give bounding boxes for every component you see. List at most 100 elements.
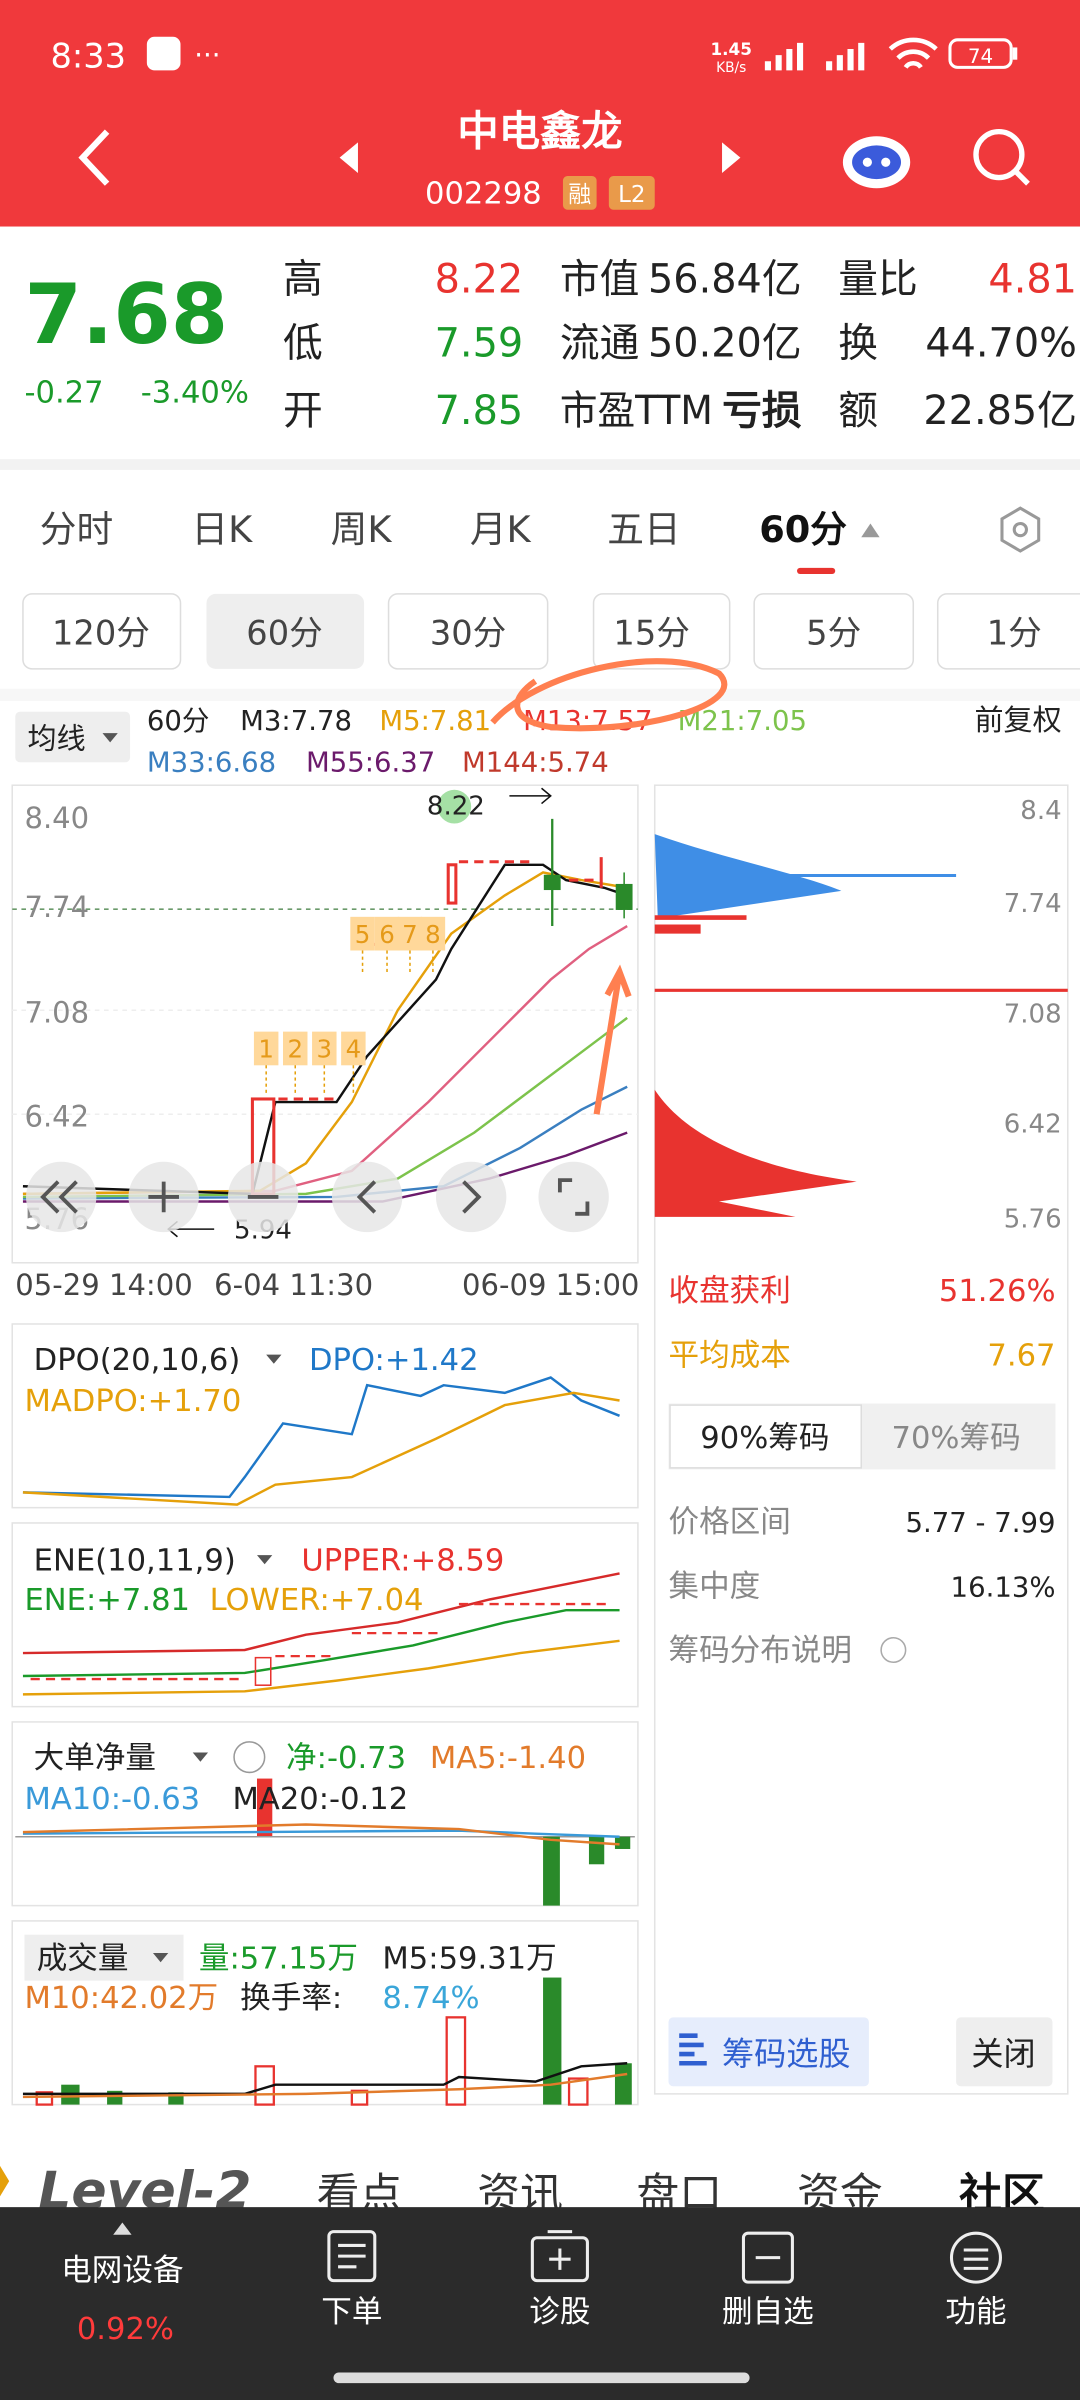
y-label: 7.08 bbox=[24, 995, 89, 1029]
assistant-icon-ellipse[interactable] bbox=[852, 145, 902, 180]
indicator-name[interactable]: 大单净量 bbox=[34, 1741, 156, 1776]
stat-label: 开 bbox=[283, 388, 323, 434]
chart-controls-path[interactable] bbox=[40, 1178, 590, 1216]
dpo-panel-rect bbox=[11, 1323, 639, 1509]
volume-panel-g-rect bbox=[543, 1977, 562, 2105]
header-text: ··· bbox=[194, 39, 220, 71]
stat-value: 7.85 bbox=[435, 388, 524, 434]
y-label: 7.74 bbox=[24, 890, 89, 924]
chart-controls-circle[interactable] bbox=[435, 1161, 507, 1233]
tab-active[interactable]: 60分 bbox=[759, 508, 847, 551]
kline-chart-g-path bbox=[12, 1009, 638, 1116]
chip-distribution-g: 8.4 7.74 7.08 6.42 5.76 bbox=[1004, 796, 1062, 1235]
minute-tab[interactable]: 60分 bbox=[246, 613, 322, 652]
ma-item: M33:6.68 bbox=[147, 746, 276, 778]
y-label: 7.74 bbox=[1004, 889, 1062, 919]
back-button[interactable] bbox=[78, 129, 110, 186]
header-rect bbox=[1012, 47, 1018, 60]
header-rect bbox=[948, 38, 1013, 69]
tab[interactable]: 月K bbox=[470, 508, 532, 551]
minute-tabs-rect bbox=[22, 593, 182, 670]
dpo-panel-path bbox=[266, 1354, 282, 1364]
adjust-mode[interactable]: 前复权 bbox=[974, 703, 1061, 737]
period-tabs-path bbox=[861, 523, 880, 538]
x-labels: 05-29 14:00 6-04 11:30 06-09 15:00 bbox=[15, 1268, 639, 1302]
change: -0.27 bbox=[24, 376, 103, 411]
note[interactable]: 筹码分布说明 bbox=[668, 1634, 852, 1669]
detail-value: 5.77 - 7.99 bbox=[906, 1507, 1056, 1539]
count-badges-rect bbox=[374, 916, 400, 951]
indicator-item: 量:57.15万 bbox=[199, 1941, 358, 1976]
indicator-name[interactable]: DPO(20,10,6) bbox=[34, 1343, 241, 1378]
stat-label: 额 bbox=[838, 388, 878, 434]
big-order-panel-circle bbox=[233, 1741, 266, 1774]
annotation-arrow bbox=[593, 964, 632, 1115]
chart-controls-circle[interactable] bbox=[538, 1161, 609, 1233]
stat-value: 亏损 bbox=[722, 388, 802, 434]
assistant-icon-circle[interactable] bbox=[862, 157, 872, 167]
toggle[interactable]: 90%筹码 bbox=[700, 1421, 829, 1456]
minute-tab[interactable]: 1分 bbox=[987, 613, 1042, 652]
nav-bar-g bbox=[327, 2230, 1002, 2284]
search-icon-path[interactable] bbox=[1013, 169, 1030, 186]
nav-bar-g-rect bbox=[741, 2231, 794, 2284]
period-tabs-rect bbox=[796, 567, 836, 574]
x-label: 05-29 14:00 bbox=[15, 1268, 192, 1302]
y-label: 6.42 bbox=[24, 1100, 89, 1134]
minute-tab[interactable]: 120分 bbox=[52, 613, 150, 652]
volume-panel: 成交量 量:57.15万 M5:59.31万 M10:42.02万 换手率: 8… bbox=[11, 1920, 639, 2106]
minute-tab[interactable]: 30分 bbox=[430, 613, 506, 652]
turnover-label: 换手率: bbox=[240, 1981, 342, 2016]
tab[interactable]: 五日 bbox=[607, 508, 680, 551]
count: 1 bbox=[258, 1035, 274, 1064]
nav-item[interactable]: 下单 bbox=[321, 2295, 382, 2330]
badge: L2 bbox=[618, 182, 645, 208]
nav-item[interactable]: 诊股 bbox=[529, 2295, 590, 2330]
ene-panel-polyline bbox=[22, 1572, 620, 1655]
chart-controls-circle[interactable] bbox=[331, 1161, 403, 1233]
toggle[interactable]: 70%筹码 bbox=[892, 1421, 1021, 1456]
tab[interactable]: 周K bbox=[331, 508, 393, 551]
y-label: 5.76 bbox=[1004, 1205, 1062, 1235]
stat-value: 44.70% bbox=[925, 321, 1077, 367]
period-tabs-circle bbox=[1012, 521, 1028, 538]
arrow bbox=[509, 787, 552, 805]
count-badges-rect bbox=[420, 916, 446, 951]
y-label: 6.42 bbox=[1004, 1110, 1062, 1140]
ma-selector[interactable]: 均线 bbox=[28, 721, 86, 755]
volume-panel-g-rect bbox=[35, 2091, 54, 2106]
minute-tab[interactable]: 5分 bbox=[806, 613, 861, 652]
count-badges-rect bbox=[312, 1031, 337, 1066]
settings[interactable] bbox=[1000, 506, 1041, 553]
nav-item[interactable]: 删自选 bbox=[722, 2295, 814, 2330]
separator bbox=[0, 688, 1080, 702]
dpo-panel-polyline bbox=[22, 1391, 620, 1506]
ene-panel-polyline bbox=[22, 1608, 620, 1678]
tab[interactable]: 分时 bbox=[40, 508, 113, 551]
detail-value: 16.13% bbox=[951, 1571, 1056, 1603]
count-badges-rect bbox=[350, 916, 375, 951]
ma-legend: 均线 60分 M3:7.78 M5:7.81 M13:7.57 M21:7.05… bbox=[15, 703, 1062, 778]
price: 7.68 bbox=[24, 267, 228, 363]
nav-item[interactable]: 功能 bbox=[945, 2295, 1006, 2330]
sector[interactable]: 电网设备 bbox=[61, 2254, 183, 2289]
assistant-icon-circle[interactable] bbox=[881, 157, 891, 167]
net-speed: 1.45 bbox=[710, 39, 752, 59]
tab[interactable]: 日K bbox=[191, 508, 253, 551]
chart-controls[interactable] bbox=[26, 1161, 609, 1233]
volume-panel-g bbox=[35, 2016, 589, 2106]
search-icon[interactable] bbox=[973, 128, 1030, 186]
ma-period: 60分 bbox=[147, 705, 210, 737]
net-unit: KB/s bbox=[716, 60, 746, 76]
minute-tab[interactable]: 15分 bbox=[613, 613, 689, 652]
indicator-name[interactable]: ENE(10,11,9) bbox=[34, 1543, 236, 1578]
select-button[interactable]: 筹码选股 bbox=[722, 2035, 850, 2073]
search-icon-circle[interactable] bbox=[973, 128, 1025, 181]
close-button[interactable]: 关闭 bbox=[971, 2035, 1035, 2073]
detail-label: 价格区间 bbox=[668, 1505, 790, 1540]
indicator-name[interactable]: 成交量 bbox=[37, 1941, 129, 1976]
assistant-icon[interactable] bbox=[842, 136, 911, 189]
header-path bbox=[888, 37, 938, 69]
nav-bar-g-path bbox=[338, 2243, 366, 2269]
